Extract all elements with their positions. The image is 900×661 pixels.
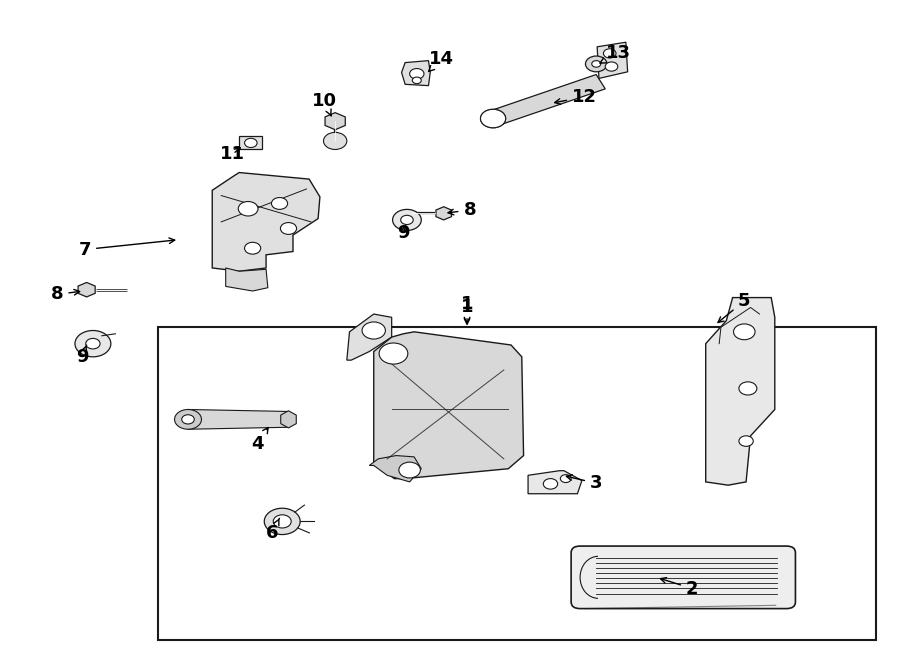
Circle shape (175, 409, 202, 429)
Polygon shape (188, 409, 289, 429)
Polygon shape (226, 268, 268, 291)
Text: 4: 4 (251, 428, 268, 453)
Polygon shape (597, 42, 627, 79)
Polygon shape (78, 282, 95, 297)
Polygon shape (436, 207, 452, 220)
Polygon shape (281, 410, 296, 428)
Circle shape (245, 243, 261, 254)
Circle shape (734, 324, 755, 340)
Circle shape (544, 479, 558, 489)
Text: 14: 14 (428, 50, 454, 71)
Text: 13: 13 (600, 44, 631, 63)
Text: 1: 1 (461, 299, 473, 324)
FancyBboxPatch shape (572, 546, 796, 609)
Text: 9: 9 (76, 345, 88, 366)
Polygon shape (706, 297, 775, 485)
Circle shape (400, 215, 413, 225)
Text: 10: 10 (312, 93, 337, 116)
Circle shape (182, 414, 194, 424)
Text: 12: 12 (554, 88, 597, 106)
Circle shape (238, 202, 258, 216)
Circle shape (392, 210, 421, 231)
Circle shape (362, 322, 385, 339)
Bar (158, 327, 877, 640)
Polygon shape (212, 173, 320, 271)
Circle shape (586, 56, 607, 72)
Circle shape (739, 382, 757, 395)
Text: 5: 5 (718, 292, 751, 323)
Text: 8: 8 (448, 201, 476, 219)
Polygon shape (325, 112, 346, 130)
Circle shape (399, 462, 420, 478)
Text: 2: 2 (661, 578, 698, 598)
Circle shape (412, 77, 421, 84)
Circle shape (410, 69, 424, 79)
Circle shape (274, 515, 292, 528)
Circle shape (481, 109, 506, 128)
Circle shape (323, 132, 346, 149)
Polygon shape (346, 314, 392, 360)
Polygon shape (528, 471, 582, 494)
Text: 6: 6 (266, 518, 279, 541)
Circle shape (86, 338, 100, 349)
Polygon shape (374, 332, 524, 479)
Text: 11: 11 (220, 145, 246, 163)
Circle shape (603, 49, 616, 58)
Circle shape (281, 223, 297, 235)
Circle shape (739, 436, 753, 446)
Polygon shape (369, 455, 421, 482)
Text: 7: 7 (78, 238, 175, 258)
Polygon shape (401, 61, 430, 86)
Circle shape (561, 475, 572, 483)
Circle shape (75, 330, 111, 357)
Polygon shape (489, 75, 606, 126)
Text: 9: 9 (397, 224, 410, 242)
Circle shape (379, 343, 408, 364)
Text: 8: 8 (50, 286, 79, 303)
Circle shape (481, 109, 506, 128)
Circle shape (265, 508, 301, 535)
Circle shape (245, 138, 257, 147)
Text: 1: 1 (461, 295, 473, 323)
Polygon shape (239, 136, 262, 149)
Text: 3: 3 (566, 474, 602, 492)
Circle shape (272, 198, 288, 210)
Circle shape (605, 62, 617, 71)
Circle shape (592, 61, 600, 67)
